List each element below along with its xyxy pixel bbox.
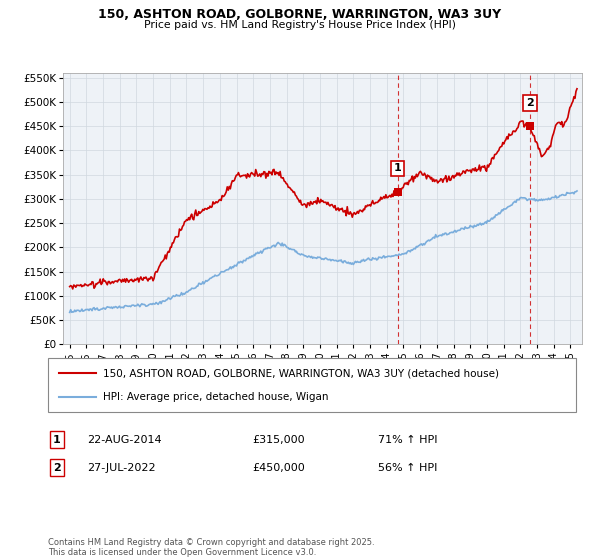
Text: 27-JUL-2022: 27-JUL-2022 xyxy=(87,463,155,473)
Text: Price paid vs. HM Land Registry's House Price Index (HPI): Price paid vs. HM Land Registry's House … xyxy=(144,20,456,30)
Text: Contains HM Land Registry data © Crown copyright and database right 2025.
This d: Contains HM Land Registry data © Crown c… xyxy=(48,538,374,557)
Text: 2: 2 xyxy=(53,463,61,473)
Text: 1: 1 xyxy=(53,435,61,445)
FancyBboxPatch shape xyxy=(48,358,576,412)
Text: 2: 2 xyxy=(526,98,534,108)
Text: 56% ↑ HPI: 56% ↑ HPI xyxy=(378,463,437,473)
Text: HPI: Average price, detached house, Wigan: HPI: Average price, detached house, Wiga… xyxy=(103,391,329,402)
Text: 71% ↑ HPI: 71% ↑ HPI xyxy=(378,435,437,445)
Text: 150, ASHTON ROAD, GOLBORNE, WARRINGTON, WA3 3UY: 150, ASHTON ROAD, GOLBORNE, WARRINGTON, … xyxy=(98,8,502,21)
Text: £450,000: £450,000 xyxy=(252,463,305,473)
Text: £315,000: £315,000 xyxy=(252,435,305,445)
Text: 22-AUG-2014: 22-AUG-2014 xyxy=(87,435,161,445)
Text: 150, ASHTON ROAD, GOLBORNE, WARRINGTON, WA3 3UY (detached house): 150, ASHTON ROAD, GOLBORNE, WARRINGTON, … xyxy=(103,368,499,379)
Text: 1: 1 xyxy=(394,164,401,174)
